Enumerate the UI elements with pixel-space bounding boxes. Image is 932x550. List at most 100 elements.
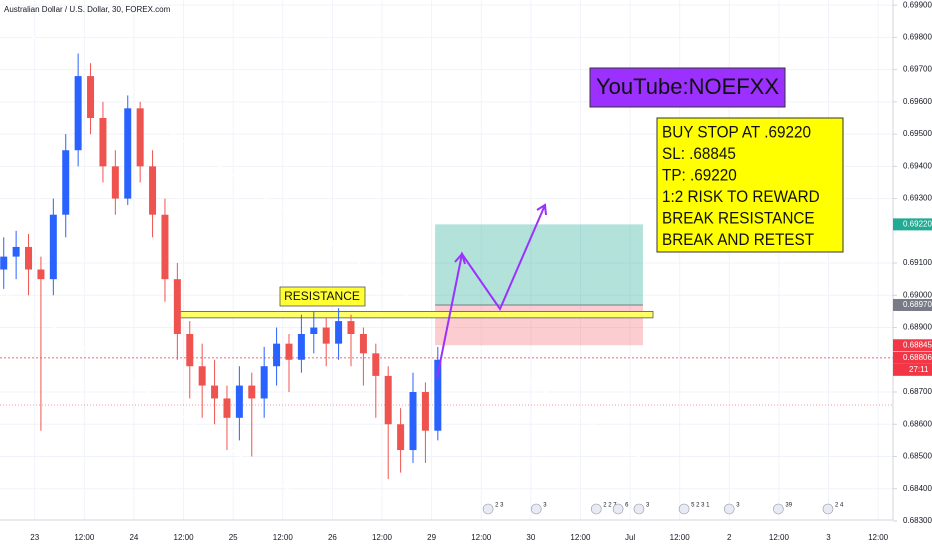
arrow	[436, 204, 546, 379]
y-tick-label: 0.68700	[903, 387, 932, 396]
candle-body	[211, 385, 219, 399]
y-tick-label: 0.69300	[903, 194, 932, 203]
channel-line	[0, 13, 666, 476]
price-label-box	[893, 351, 932, 364]
price-label: 0.69220	[903, 219, 932, 228]
event-icon	[482, 503, 494, 515]
candle-body	[421, 392, 429, 431]
x-tick-label: 12:00	[174, 533, 195, 542]
candle-body	[248, 385, 256, 399]
note-line: 1:2 RISK TO REWARD	[662, 187, 820, 206]
y-tick-label: 0.68500	[903, 452, 932, 461]
note-line: BREAK AND RETEST	[662, 230, 814, 249]
event-icon	[822, 503, 834, 515]
candle-body	[173, 279, 181, 334]
candle-body	[260, 366, 268, 399]
y-tick-label: 0.68900	[903, 323, 932, 332]
candle-body	[409, 392, 417, 451]
countdown-box	[893, 363, 932, 376]
candle-body	[87, 76, 95, 118]
candle-body	[434, 359, 442, 431]
event-label: 39	[785, 503, 792, 509]
candle-body	[372, 353, 380, 376]
candle-body	[297, 333, 305, 360]
event-icon	[773, 503, 784, 515]
y-tick-label: 0.69600	[903, 97, 932, 106]
candle-body	[124, 108, 132, 199]
x-tick-label: 12:00	[570, 533, 591, 542]
resistance-band	[174, 311, 654, 319]
x-tick-label: Jul	[625, 533, 635, 542]
x-tick-label: 12:00	[471, 533, 492, 542]
price-label: 0.68970	[903, 300, 932, 309]
event-label: 6	[625, 503, 629, 509]
countdown: 27:11	[909, 365, 929, 374]
x-tick-label: 30	[526, 533, 535, 542]
candle-body	[397, 424, 405, 451]
event-icon	[678, 503, 690, 515]
target-zone	[435, 224, 643, 305]
channel-line	[0, 289, 341, 526]
candle-body	[186, 333, 194, 367]
candle-body	[111, 166, 119, 199]
event-icon	[612, 503, 624, 515]
price-axis	[893, 0, 932, 550]
x-tick-label: 26	[328, 533, 337, 542]
price-label-box	[893, 339, 932, 352]
candle-body	[310, 327, 318, 334]
price-label-box	[893, 298, 932, 311]
candle-body	[25, 246, 33, 270]
x-tick-label: 12:00	[670, 533, 691, 542]
x-tick-label: 12:00	[769, 533, 790, 542]
y-tick-label: 0.69900	[903, 0, 932, 9]
event-label: 2 2 7	[603, 503, 617, 509]
candle-body	[322, 327, 330, 344]
event-label: 2 3	[495, 503, 504, 509]
y-tick-label: 0.69800	[903, 33, 932, 42]
chart-title: Australian Dollar / U.S. Dollar, 30, FOR…	[4, 5, 171, 14]
candle-body	[273, 343, 281, 367]
candle-body	[99, 117, 107, 167]
y-tick-label: 0.68600	[903, 419, 932, 428]
price-label: 0.68845	[903, 340, 932, 349]
candle-body	[0, 256, 8, 270]
x-tick-label: 12:00	[868, 533, 889, 542]
candle-body	[335, 321, 343, 344]
stop-zone	[435, 304, 643, 346]
price-label: 0.68806	[903, 353, 932, 362]
candle-body	[347, 321, 355, 334]
x-tick-label: 29	[427, 533, 436, 542]
candle-body	[285, 343, 293, 360]
candle-body	[149, 166, 157, 215]
candle-body	[49, 214, 57, 280]
candle-body	[384, 375, 392, 425]
candle-body	[223, 398, 231, 418]
note-line: TP: .69220	[662, 166, 737, 185]
x-tick-label: 12:00	[273, 533, 294, 542]
candle-body	[161, 214, 169, 280]
candle-body	[359, 333, 367, 354]
event-label: 3	[646, 503, 650, 509]
event-label: 3	[543, 503, 547, 509]
x-tick-label: 3	[826, 533, 831, 542]
x-tick-label: 25	[229, 533, 238, 542]
event-label: 2 4	[835, 503, 844, 509]
y-tick-label: 0.69100	[903, 258, 932, 267]
x-tick-label: 23	[30, 533, 39, 542]
arrow-head	[454, 251, 466, 265]
x-tick-label: 12:00	[372, 533, 393, 542]
resistance-label: RESISTANCE	[284, 289, 360, 303]
youtube-label: YouTube:NOEFXX	[596, 74, 779, 99]
note-box	[656, 117, 844, 253]
x-tick-label: 2	[727, 533, 732, 542]
candle-body	[198, 366, 206, 386]
y-tick-label: 0.69700	[903, 65, 932, 74]
resistance-label-box	[279, 286, 366, 307]
x-tick-label: 24	[129, 533, 138, 542]
note-line: SL: .68845	[662, 144, 736, 163]
candle-body	[37, 269, 45, 280]
event-icon	[590, 503, 602, 515]
candle-body	[136, 108, 144, 167]
candle-body	[235, 385, 243, 418]
